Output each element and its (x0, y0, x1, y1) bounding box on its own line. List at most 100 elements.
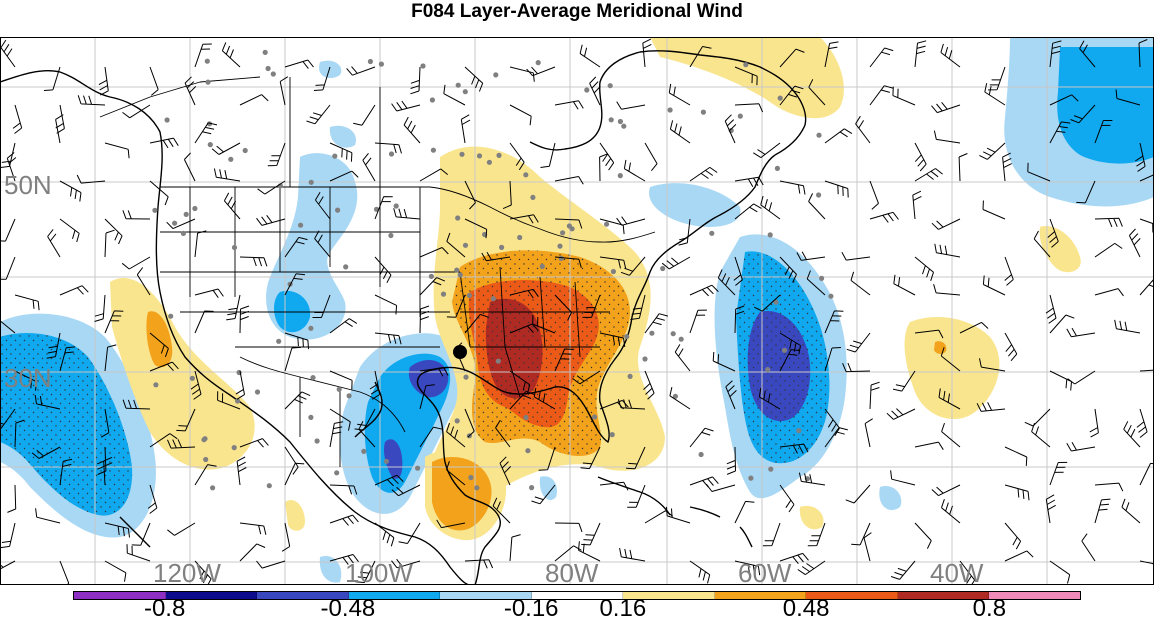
wind-barb (689, 427, 714, 448)
colorbar-label: -0.8 (143, 595, 186, 622)
wind-barb (284, 346, 301, 372)
station-dot (670, 331, 676, 337)
location-marker (453, 345, 467, 359)
wind-barb (98, 66, 109, 96)
colorbar-swatch (623, 592, 715, 599)
station-dot (642, 356, 648, 362)
station-dot (310, 375, 316, 381)
wind-barb (256, 215, 286, 226)
station-dot (468, 474, 474, 481)
wind-barb (403, 116, 421, 144)
wind-barb (374, 474, 404, 487)
wind-barb (846, 332, 871, 353)
wind-barb (1024, 408, 1051, 427)
wind-barb (976, 402, 1006, 412)
stipple-pacific (0, 333, 133, 516)
station-dot (493, 72, 499, 78)
wind-barb (509, 534, 521, 562)
wind-barb (982, 200, 1006, 220)
station-dot (415, 465, 421, 471)
wind-barb (808, 193, 826, 220)
wind-barb (329, 554, 359, 565)
wind-barb (76, 174, 106, 184)
station-dot (276, 338, 282, 344)
wind-barb (104, 310, 124, 334)
wind-barb (1139, 278, 1154, 296)
station-dot (336, 386, 342, 392)
wind-barb (213, 168, 241, 182)
blue-patch-5 (319, 556, 342, 583)
wind-barb (824, 128, 853, 144)
wind-barb (959, 321, 989, 334)
colorbar-swatch (806, 592, 898, 599)
wind-barb (419, 277, 446, 296)
wind-barb (256, 560, 286, 569)
lon-label-80w: 80W (545, 558, 599, 585)
station-dot (649, 330, 655, 336)
wind-barb (314, 192, 331, 220)
wind-barb (554, 348, 574, 372)
wind-barb (329, 421, 344, 448)
wind-barb (374, 522, 395, 547)
station-dot (378, 61, 384, 67)
blue-patch-3 (879, 486, 902, 511)
wind-barb (1004, 332, 1018, 362)
wind-barb (223, 192, 241, 220)
wind-barb (599, 481, 629, 491)
orange-region-westcoast (146, 311, 173, 368)
wind-barb (796, 251, 826, 261)
station-dot (201, 437, 207, 443)
wind-barb (578, 541, 601, 562)
wind-barb (554, 218, 583, 229)
station-dot (459, 151, 465, 157)
wind-barb (502, 180, 512, 210)
station-dot (610, 268, 617, 275)
lon-label-40w: 40W (930, 558, 984, 585)
wind-barb (824, 180, 849, 198)
wind-barb (914, 441, 944, 450)
wind-barb (890, 560, 916, 580)
wind-barb (893, 274, 916, 296)
wind-barb (1136, 408, 1148, 438)
colorbar-label: -0.16 (503, 595, 559, 622)
wind-barb (59, 458, 73, 486)
station-dot (743, 62, 749, 68)
wind-barb (147, 484, 158, 514)
station-dot (463, 374, 469, 380)
wind-barb (77, 95, 106, 106)
wind-barb (149, 332, 169, 358)
wind-barb (1094, 120, 1113, 144)
wind-barb (869, 211, 899, 223)
wind-barb (842, 362, 871, 373)
map-panel[interactable]: 50N 30N 120W 100W 80W 60W 40W (0, 37, 1154, 590)
wind-barb (540, 142, 556, 168)
wind-barb (314, 230, 331, 258)
wind-barb (14, 370, 37, 391)
colorbar-swatch (165, 592, 258, 599)
colorbar-swatch (348, 592, 441, 599)
wind-barb (758, 387, 781, 410)
wind-barb (533, 387, 556, 410)
wind-barb (481, 251, 511, 262)
wind-barb (1049, 40, 1062, 68)
wind-barb (669, 120, 691, 144)
wind-barb (934, 243, 961, 258)
wind-barb (374, 256, 392, 284)
station-dot (560, 230, 566, 236)
yellow-region-north (650, 37, 844, 119)
wind-barb (0, 256, 16, 280)
wind-barb (841, 251, 871, 261)
wind-barb (0, 522, 16, 549)
station-dot (592, 414, 598, 420)
wind-barb (1045, 294, 1057, 324)
station-dot (242, 147, 248, 154)
wind-barb (886, 408, 916, 420)
wind-barb (353, 104, 376, 126)
map-canvas[interactable]: 50N 30N 120W 100W 80W 60W 40W (0, 37, 1154, 590)
station-dot (346, 393, 352, 399)
station-dot (457, 272, 463, 278)
wind-barb (97, 446, 107, 475)
wind-barb (391, 484, 421, 497)
wind-barb (779, 48, 805, 68)
lon-label-60w: 60W (738, 558, 792, 585)
